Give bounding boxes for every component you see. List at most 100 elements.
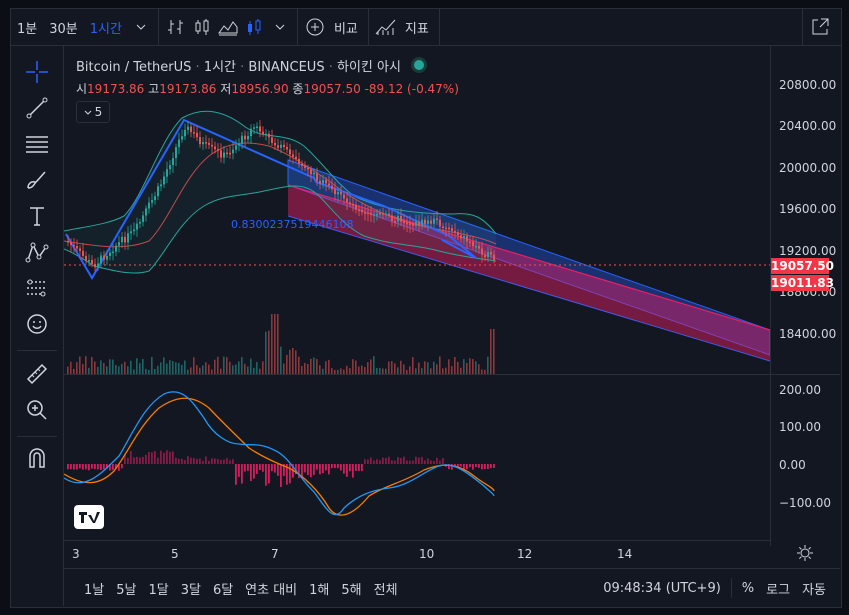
range-all[interactable]: 전체 — [373, 582, 398, 598]
symbol-name[interactable]: Bitcoin / TetherUS — [76, 60, 192, 75]
candle — [343, 194, 345, 199]
range-1y[interactable]: 1해 — [309, 582, 330, 598]
macd-histogram-bar — [436, 457, 438, 464]
area-chart-icon[interactable] — [215, 14, 241, 40]
price-tick: 20800.00 — [779, 78, 837, 92]
percent-toggle[interactable]: % — [741, 580, 755, 596]
fullscreen-icon[interactable] — [807, 14, 833, 40]
forecast-icon[interactable] — [23, 274, 51, 302]
log-toggle[interactable]: 로그 — [766, 582, 791, 598]
settings-gear-icon[interactable] — [797, 545, 813, 561]
chart-type-chevron-icon[interactable] — [267, 14, 293, 40]
range-ytd[interactable]: 연초 대비 — [245, 582, 298, 598]
bar-chart-icon[interactable] — [163, 14, 189, 40]
macd-histogram-bar — [79, 464, 81, 469]
pattern-icon[interactable] — [23, 238, 51, 266]
macd-histogram-bar — [427, 458, 429, 464]
range-1d[interactable]: 1날 — [84, 582, 105, 598]
volume-bar — [154, 368, 156, 374]
channel-lower-line[interactable] — [287, 215, 771, 362]
volume-bar — [412, 357, 414, 374]
macd-signal-line[interactable] — [64, 397, 495, 516]
bollinger-upper-line[interactable] — [64, 110, 497, 235]
time-axis[interactable]: 3 5 7 10 12 14 — [64, 540, 770, 565]
candle — [313, 172, 315, 175]
volume-bar — [430, 368, 432, 374]
interval-1m[interactable]: 1분 — [17, 21, 38, 37]
candle — [310, 169, 312, 175]
range-5y[interactable]: 5해 — [341, 582, 362, 598]
volume-bar — [361, 365, 363, 374]
volume-bar — [304, 363, 306, 374]
macd-line[interactable] — [64, 391, 495, 516]
compare-button[interactable]: 비교 — [333, 21, 358, 37]
candle — [355, 204, 357, 210]
interval-1h[interactable]: 1시간 — [89, 21, 122, 37]
candle — [67, 241, 69, 243]
clock-timezone[interactable]: 09:48:34 (UTC+9) — [603, 580, 721, 596]
volume-bar — [262, 361, 264, 374]
macd-histogram-bar — [118, 464, 120, 471]
volume-bar — [181, 364, 183, 374]
candle — [358, 209, 360, 212]
heikin-ashi-icon[interactable] — [241, 14, 267, 40]
candles-group[interactable] — [67, 120, 495, 272]
zigzag-pattern-drawing[interactable] — [65, 118, 477, 280]
auto-toggle[interactable]: 자동 — [802, 582, 826, 598]
candles-icon[interactable] — [189, 14, 215, 40]
osc-tick: 100.00 — [779, 420, 821, 434]
bollinger-basis-line[interactable] — [64, 142, 497, 248]
candle — [157, 186, 159, 197]
magnet-icon[interactable] — [23, 444, 51, 472]
volume-bar — [439, 356, 441, 374]
candle — [193, 132, 195, 134]
macd-histogram-bar — [187, 456, 189, 464]
price-tick: 20000.00 — [779, 161, 837, 175]
candle — [367, 212, 369, 215]
macd-histogram-bar — [235, 464, 237, 485]
macd-histogram-bar — [250, 464, 252, 482]
macd-histogram-bar — [451, 464, 453, 470]
range-5d[interactable]: 5날 — [116, 582, 137, 598]
macd-histogram-bar — [337, 464, 339, 469]
macd-histogram-bar — [361, 464, 363, 472]
macd-histogram-bar — [205, 456, 207, 464]
interval-30m[interactable]: 30분 — [49, 21, 78, 37]
symbol-legend[interactable]: Bitcoin / TetherUS · 1시간 · BINANCEUS · 하… — [76, 56, 428, 75]
volume-bar — [280, 346, 282, 374]
text-icon[interactable] — [23, 202, 51, 230]
range-3m[interactable]: 3달 — [180, 582, 201, 598]
macd-histogram-bar — [430, 460, 432, 464]
indicators-button[interactable]: 지표 — [404, 21, 429, 37]
compare-plus-icon[interactable] — [302, 14, 328, 40]
bollinger-lower-line[interactable] — [64, 185, 497, 274]
price-chart-canvas[interactable] — [64, 46, 840, 566]
candle — [331, 185, 333, 190]
candle — [253, 127, 255, 129]
volume-bar — [109, 359, 111, 374]
indicator-icon[interactable] — [373, 14, 399, 40]
volume-bar — [427, 362, 429, 374]
crosshair-icon[interactable] — [23, 58, 51, 86]
trend-line-icon[interactable] — [23, 94, 51, 122]
range-1m[interactable]: 1달 — [148, 582, 169, 598]
macd-histogram-bar — [448, 464, 450, 470]
time-tick: 12 — [517, 547, 533, 561]
interval-dropdown-chevron-icon[interactable] — [128, 14, 154, 40]
macd-histogram-bar — [127, 457, 129, 464]
fib-icon[interactable] — [23, 130, 51, 158]
emoji-icon[interactable] — [23, 310, 51, 338]
macd-histogram-bar — [433, 460, 435, 464]
chart-pane[interactable] — [64, 46, 840, 566]
toolbar-divider — [17, 436, 57, 437]
volume-bar — [379, 367, 381, 374]
candle — [271, 137, 273, 143]
zoom-in-icon[interactable] — [23, 396, 51, 424]
pane-separator[interactable] — [64, 374, 840, 375]
price-axis[interactable] — [770, 46, 841, 546]
brush-icon[interactable] — [23, 166, 51, 194]
indicators-collapse-button[interactable]: 5 — [76, 101, 110, 123]
range-6m[interactable]: 6달 — [212, 582, 234, 598]
ruler-icon[interactable] — [23, 360, 51, 388]
candle — [151, 200, 153, 203]
